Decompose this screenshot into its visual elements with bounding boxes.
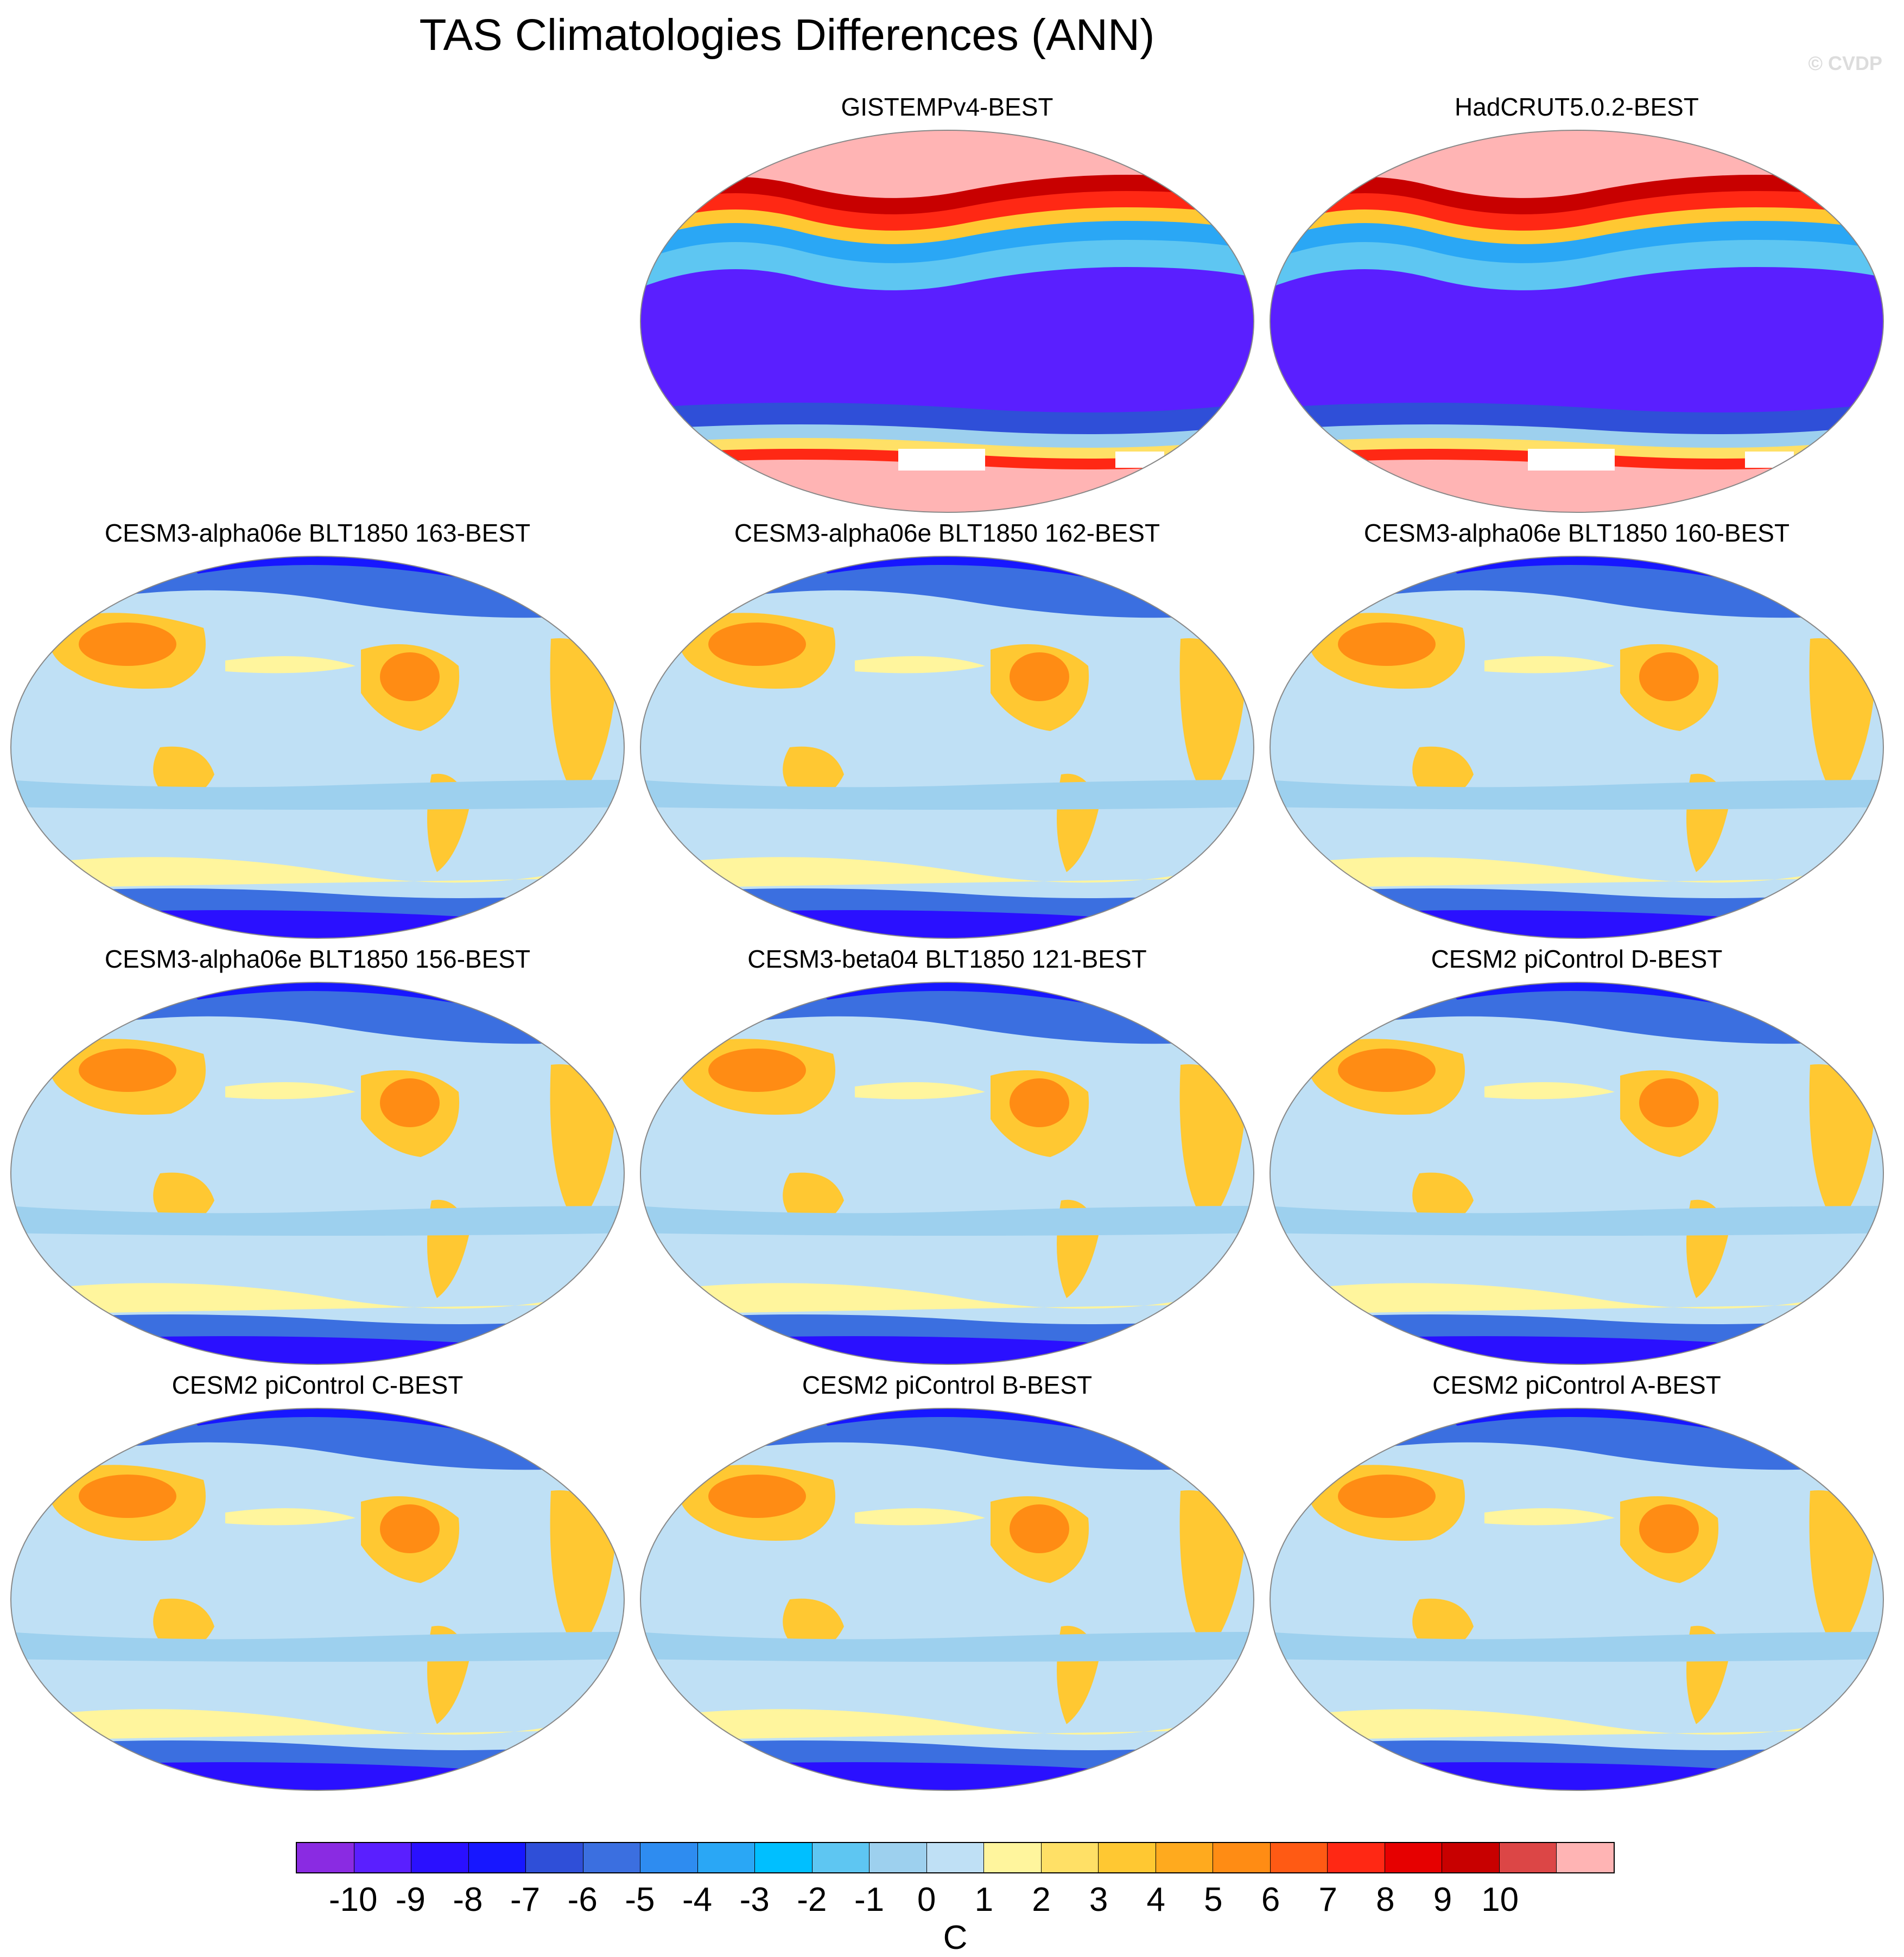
colorbar-box [1099,1843,1156,1872]
map-panel: CESM3-alpha06e BLT1850 156-BEST [8,944,627,1368]
colorbar-tick: 10 [1481,1881,1519,1918]
colorbar-box [411,1843,469,1872]
colorbar [296,1842,1615,1873]
colorbar-box [926,1843,985,1872]
colorbar-box [526,1843,583,1872]
panel-title: CESM3-alpha06e BLT1850 160-BEST [1363,519,1790,547]
panel-title: CESM3-alpha06e BLT1850 156-BEST [104,945,531,973]
robinson-map [640,982,1254,1365]
panel-title: HadCRUT5.0.2-BEST [1455,93,1699,121]
panel-title: CESM3-beta04 BLT1850 121-BEST [747,945,1147,973]
robinson-map [1270,556,1884,939]
colorbar-box [354,1843,412,1872]
colorbar-tick: -6 [567,1881,598,1918]
colorbar-tick: 9 [1433,1881,1452,1918]
colorbar-box [297,1843,354,1872]
map-panel: CESM2 piControl C-BEST [8,1370,627,1794]
colorbar-tick: 4 [1146,1881,1166,1918]
colorbar-box [870,1843,927,1872]
panel-title: CESM2 piControl A-BEST [1432,1371,1721,1399]
colorbar-tick: -10 [328,1881,378,1918]
panel-title: CESM2 piControl B-BEST [802,1371,1093,1399]
robinson-map [10,982,625,1365]
colorbar-tick: 3 [1089,1881,1108,1918]
colorbar-tick: 0 [917,1881,936,1918]
colorbar-box [984,1843,1042,1872]
colorbar-box [1385,1843,1443,1872]
colorbar-tick: -8 [453,1881,483,1918]
map-panel: CESM2 piControl A-BEST [1267,1370,1886,1794]
map-panel: CESM2 piControl B-BEST [638,1370,1256,1794]
map-panel: GISTEMPv4-BEST [638,92,1256,516]
colorbar-box [1328,1843,1385,1872]
colorbar-labels: -10 -9 -8 -7 -6 -5 -4 -3 -2 -1 0 1 2 3 4 5 6 7 8 9 10 [296,1880,1615,1924]
colorbar-box [1499,1843,1557,1872]
robinson-map [10,1408,625,1791]
colorbar-box [640,1843,698,1872]
colorbar-box [755,1843,813,1872]
colorbar-box [697,1843,756,1872]
map-panel: CESM2 piControl D-BEST [1267,944,1886,1368]
map-panel: CESM3-alpha06e BLT1850 162-BEST [638,518,1256,942]
colorbar-tick: 7 [1318,1881,1337,1918]
colorbar-box [1442,1843,1500,1872]
robinson-map [1270,982,1884,1365]
map-panel: CESM3-beta04 BLT1850 121-BEST [638,944,1256,1368]
colorbar-unit: C [943,1919,968,1956]
colorbar-tick: 1 [974,1881,994,1918]
panel-title: GISTEMPv4-BEST [841,93,1053,121]
colorbar-box [468,1843,526,1872]
map-panel: CESM3-alpha06e BLT1850 160-BEST [1267,518,1886,942]
colorbar-tick: 5 [1204,1881,1223,1918]
colorbar-box [583,1843,641,1872]
robinson-map [640,130,1254,513]
panel-title: CESM3-alpha06e BLT1850 162-BEST [734,519,1160,547]
copyright-text: © CVDP [1808,52,1882,74]
robinson-map [640,1408,1254,1791]
colorbar-tick: -3 [739,1881,770,1918]
colorbar-tick: 8 [1376,1881,1395,1918]
colorbar-tick: 2 [1032,1881,1051,1918]
robinson-map [1270,130,1884,513]
panel-title: CESM2 piControl C-BEST [172,1371,464,1399]
robinson-map [10,556,625,939]
colorbar-tick: -9 [395,1881,426,1918]
robinson-map [640,556,1254,939]
colorbar-box [1156,1843,1214,1872]
colorbar-box [1557,1843,1614,1872]
panel-title: CESM2 piControl D-BEST [1431,945,1723,973]
figure-title: TAS Climatologies Differences (ANN) [419,10,1155,60]
colorbar-box [1213,1843,1271,1872]
colorbar-box [1270,1843,1328,1872]
colorbar-box [1041,1843,1099,1872]
panel-title: CESM3-alpha06e BLT1850 163-BEST [104,519,531,547]
robinson-map [1270,1408,1884,1791]
colorbar-tick: -5 [625,1881,655,1918]
colorbar-tick: -7 [510,1881,541,1918]
colorbar-tick: -4 [682,1881,713,1918]
map-panel: CESM3-alpha06e BLT1850 163-BEST [8,518,627,942]
colorbar-box [812,1843,870,1872]
colorbar-tick: -1 [854,1881,885,1918]
colorbar-tick: 6 [1261,1881,1280,1918]
map-panel: HadCRUT5.0.2-BEST [1267,92,1886,516]
colorbar-tick: -2 [797,1881,827,1918]
